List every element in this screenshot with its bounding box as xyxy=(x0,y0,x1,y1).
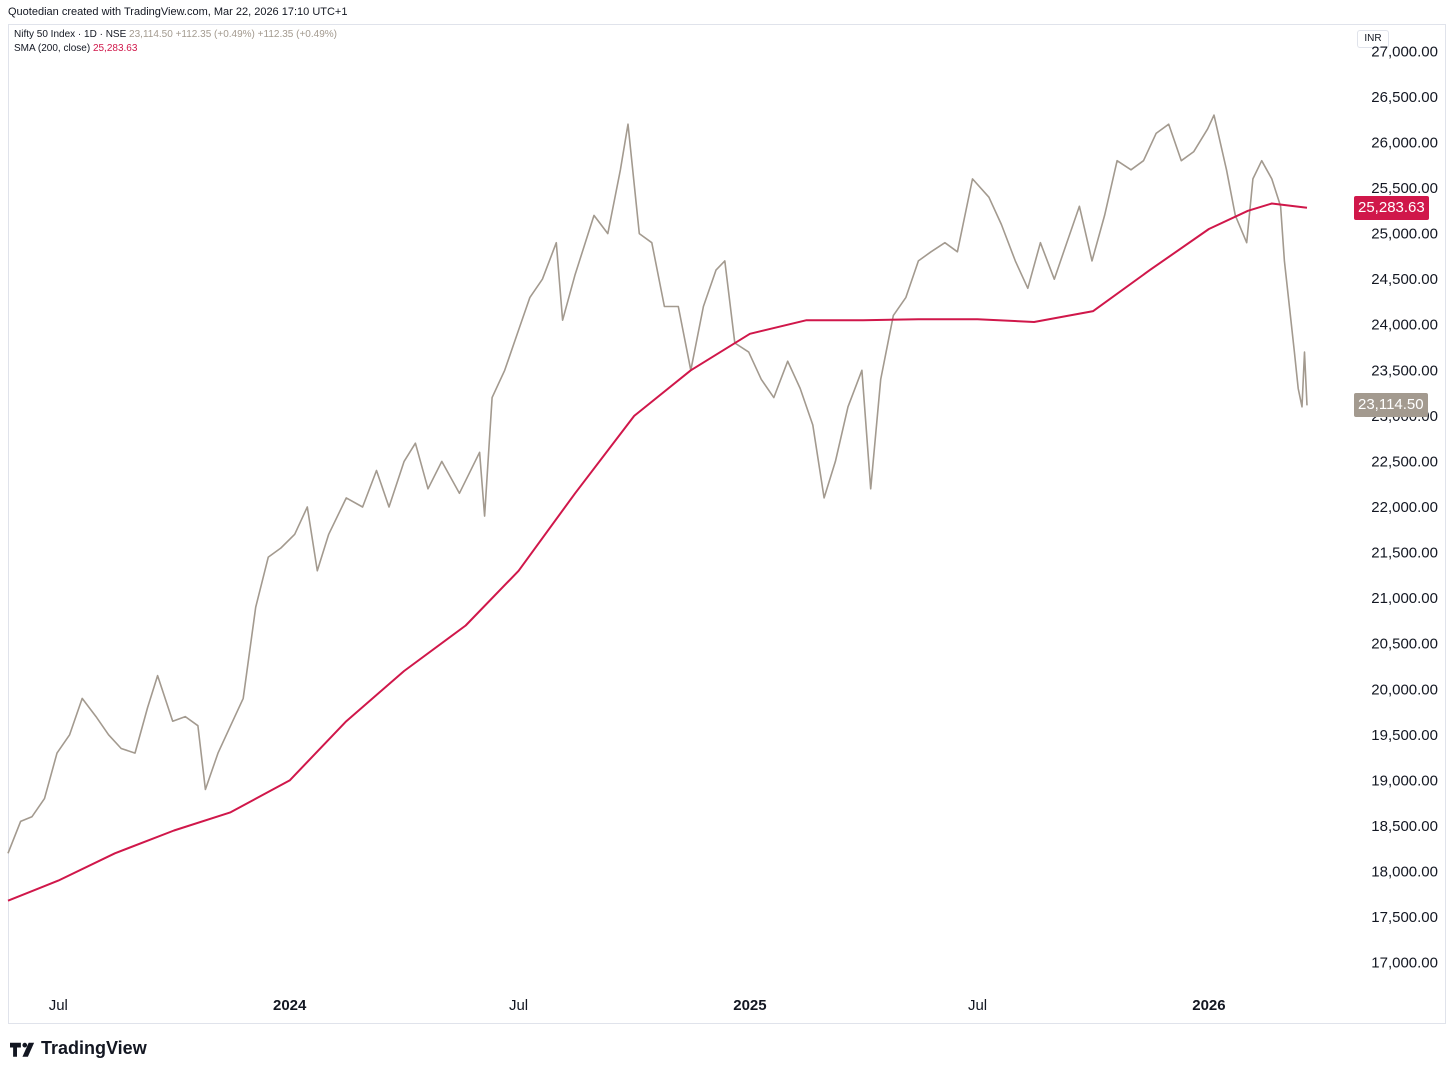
sma-line xyxy=(7,202,1308,902)
x-tick-label: 2026 xyxy=(1192,997,1225,1014)
y-tick-label: 18,000.00 xyxy=(1371,864,1438,881)
y-tick-label: 25,500.00 xyxy=(1371,180,1438,197)
x-tick-label: 2024 xyxy=(273,997,307,1014)
y-tick-label: 17,500.00 xyxy=(1371,909,1438,926)
x-tick-label: Jul xyxy=(968,997,987,1014)
y-tick-label: 19,000.00 xyxy=(1371,772,1438,789)
y-tick-label: 20,500.00 xyxy=(1371,636,1438,653)
y-tick-label: 26,500.00 xyxy=(1371,89,1438,106)
y-tick-label: 17,000.00 xyxy=(1371,955,1438,972)
brand-name: TradingView xyxy=(41,1038,147,1058)
x-tick-label: 2025 xyxy=(733,997,766,1014)
price-line xyxy=(7,114,1308,854)
y-tick-label: 19,500.00 xyxy=(1371,727,1438,744)
y-tick-label: 22,500.00 xyxy=(1371,453,1438,470)
sma-legend[interactable]: SMA (200, close) 25,283.63 xyxy=(14,43,137,54)
y-tick-label: 26,000.00 xyxy=(1371,134,1438,151)
y-tick-label: 20,000.00 xyxy=(1371,681,1438,698)
x-tick-label: Jul xyxy=(509,997,528,1014)
sma-value: 25,283.63 xyxy=(92,43,138,54)
y-tick-label: 25,000.00 xyxy=(1371,226,1438,243)
symbol-legend[interactable]: Nifty 50 Index · 1D · NSE 23,114.50 +112… xyxy=(14,29,337,40)
chart-credit: Quotedian created with TradingView.com, … xyxy=(8,6,348,18)
y-tick-label: 23,500.00 xyxy=(1371,362,1438,379)
x-axis[interactable]: Jul 2024 Jul 2025 Jul 2026 xyxy=(49,997,1226,1014)
y-tick-label: 24,000.00 xyxy=(1371,317,1438,334)
chart-pane[interactable] xyxy=(8,24,1446,1024)
sma-price-badge: 25,283.63 xyxy=(1354,195,1429,220)
x-tick-label: Jul xyxy=(49,997,68,1014)
y-tick-label: 22,000.00 xyxy=(1371,499,1438,516)
y-tick-label: 21,500.00 xyxy=(1371,545,1438,562)
chart-lines xyxy=(7,114,1308,902)
y-tick-label: 18,500.00 xyxy=(1371,818,1438,835)
tradingview-logo[interactable]: TradingView xyxy=(10,1038,147,1059)
y-tick-label: 21,000.00 xyxy=(1371,590,1438,607)
last-price-badge: 23,114.50 xyxy=(1354,393,1428,418)
y-axis[interactable]: 27,000.00 26,500.00 26,000.00 25,500.00 25,0… xyxy=(1371,43,1438,971)
symbol-values: 23,114.50 +112.35 (+0.49%) +112.35 (+0.4… xyxy=(129,29,337,40)
symbol-title: Nifty 50 Index · 1D · NSE xyxy=(14,29,127,40)
currency-button[interactable]: INR xyxy=(1357,30,1389,48)
y-tick-label: 27,000.00 xyxy=(1371,43,1438,60)
sma-title: SMA (200, close) xyxy=(14,43,91,54)
y-tick-label: 24,500.00 xyxy=(1371,271,1438,288)
tradingview-icon xyxy=(10,1042,35,1057)
